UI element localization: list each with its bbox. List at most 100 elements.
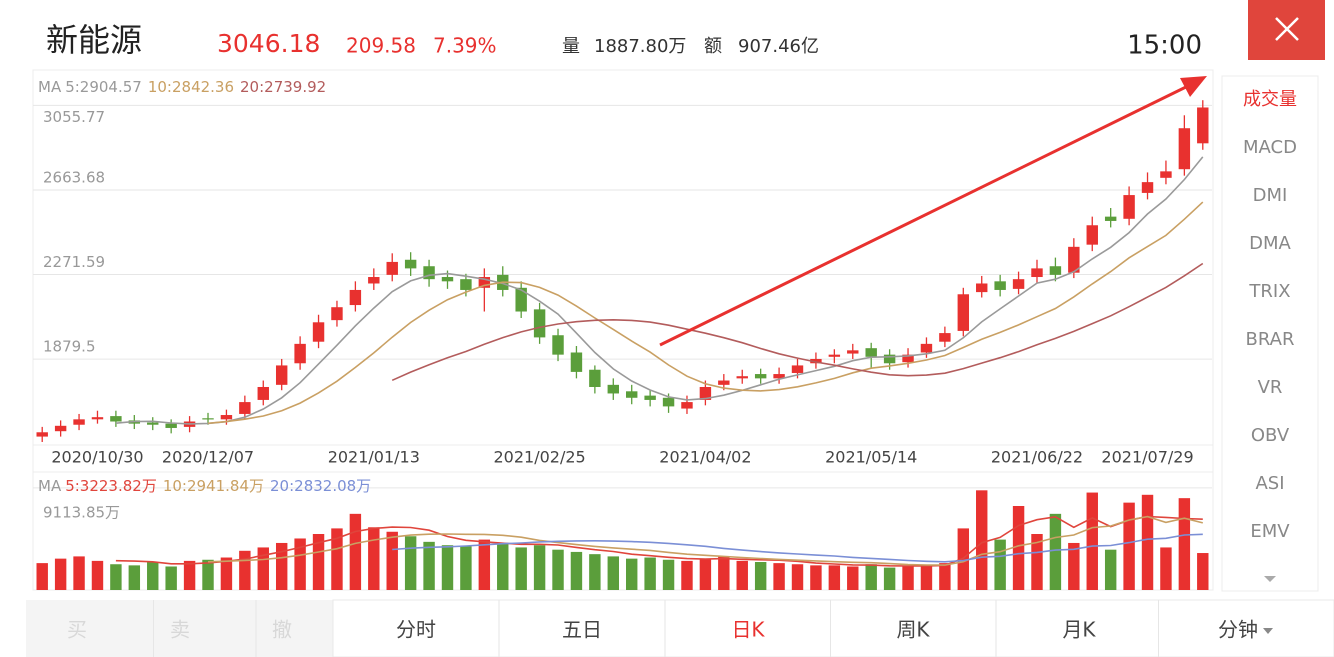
chart-frame [32, 69, 1214, 591]
candle-body [257, 386, 269, 400]
volume-bar [73, 556, 85, 590]
x-tick-label: 2021/07/29 [1101, 448, 1193, 467]
menu-item[interactable]: 成交量 [1243, 89, 1297, 110]
tab[interactable]: 月K [1062, 618, 1096, 642]
legend-prefix: MA [38, 78, 62, 96]
candle-body [957, 294, 970, 331]
menu-item[interactable]: DMA [1249, 233, 1291, 254]
volume-bar [533, 545, 546, 590]
volume-bar [91, 560, 104, 590]
volume-bar [1141, 494, 1154, 590]
candle-body [994, 281, 1006, 290]
volume-bar [257, 547, 269, 590]
candle-body [515, 287, 527, 312]
candle-body [331, 307, 343, 321]
volume-bar [1178, 498, 1191, 590]
candle-body [1123, 195, 1135, 219]
volume-bar [920, 565, 933, 590]
candle-body [1031, 268, 1043, 278]
volume: 1887.80万 [594, 36, 686, 57]
amount: 907.46亿 [738, 36, 819, 57]
menu-item[interactable]: MACD [1243, 137, 1297, 158]
candle-body [1049, 266, 1062, 275]
menu-item[interactable]: OBV [1251, 425, 1290, 446]
volume-bar [865, 564, 877, 590]
volume-bar [1123, 502, 1135, 590]
candle-body [91, 417, 104, 420]
candle-body [570, 352, 583, 372]
volume-bar [644, 557, 656, 590]
menu-item[interactable]: ASI [1255, 473, 1284, 494]
legend-item: 10:2941.84万 [163, 477, 264, 495]
volume-bar [773, 563, 785, 590]
y-tick-label: 1879.5 [43, 338, 96, 356]
volume-bar [681, 560, 693, 590]
volume-bar [478, 539, 491, 590]
amount-label: 额 [704, 36, 722, 57]
volume-bar [110, 564, 122, 590]
tab[interactable]: 卖 [170, 618, 190, 642]
tab[interactable]: 五日 [562, 618, 602, 642]
close-icon[interactable] [1275, 17, 1299, 41]
volume-bar [54, 558, 67, 590]
candle-body [294, 343, 306, 364]
volume-bar [294, 538, 306, 590]
legend-item: 5:3223.82万 [65, 477, 157, 495]
x-tick-label: 2021/02/25 [493, 448, 585, 467]
volume-bar [441, 545, 454, 590]
candle-body [349, 289, 362, 306]
volume-bar [552, 549, 564, 590]
menu-item[interactable]: DMI [1253, 185, 1288, 206]
volume-bar [1012, 506, 1025, 590]
candle-body [939, 333, 951, 342]
menu-item[interactable]: VR [1258, 377, 1283, 398]
candle-body [865, 348, 877, 357]
tab[interactable]: 日K [731, 618, 765, 642]
v-tick-label: 9113.85万 [43, 503, 120, 521]
tab[interactable]: 周K [896, 618, 930, 642]
tab[interactable]: 撤 [272, 618, 292, 642]
volume-bar [939, 563, 951, 590]
volume-bar [165, 566, 177, 590]
volume-bar [404, 536, 417, 590]
close-button[interactable] [1248, 0, 1325, 60]
volume-bar [1068, 542, 1080, 590]
y-tick-label: 3055.77 [43, 108, 105, 126]
candle-body [275, 365, 288, 385]
candle-body [1178, 128, 1191, 170]
menu-more[interactable] [1264, 576, 1276, 582]
candle-body [1104, 216, 1117, 221]
volume-bar [183, 560, 196, 590]
tab-dropdown[interactable] [1263, 628, 1273, 634]
candle-body [662, 397, 675, 407]
ma-line [391, 262, 1204, 382]
volume-bar [1160, 547, 1172, 590]
tab[interactable]: 分时 [396, 618, 436, 642]
volume-bar [36, 563, 48, 590]
volume-bar [1031, 534, 1043, 590]
volume-bar [312, 534, 325, 590]
legend-item: 10:2842.36 [148, 78, 234, 96]
candle-body [147, 422, 159, 425]
volume-bar [957, 528, 970, 590]
candle-body [736, 376, 748, 379]
volume-bar [847, 566, 859, 590]
menu-item[interactable]: EMV [1250, 521, 1290, 542]
menu-item[interactable]: BRAR [1246, 329, 1295, 350]
volume-bar [607, 556, 619, 590]
x-tick-label: 2021/05/14 [825, 448, 917, 467]
volume-bar [128, 565, 141, 590]
tab[interactable]: 买 [67, 618, 87, 642]
volume-bar [460, 546, 472, 590]
volume-bar [239, 550, 251, 590]
candle-body [73, 419, 85, 425]
legend-prefix: MA [38, 477, 62, 495]
volume-bar [423, 541, 435, 590]
menu-item[interactable]: TRIX [1248, 281, 1290, 302]
candle-body [441, 277, 454, 282]
tab[interactable]: 分钟 [1218, 618, 1258, 642]
candle-body [478, 277, 491, 288]
volume-bar [1086, 492, 1098, 590]
candle-body [1012, 279, 1025, 289]
